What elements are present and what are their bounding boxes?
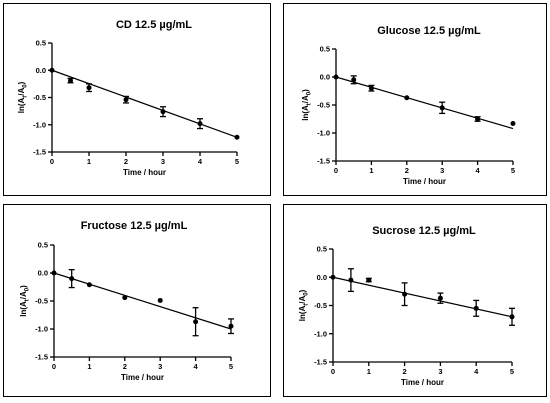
data-point [68,78,73,84]
y-tick-label: -1.5 [314,358,327,367]
y-tick-label: 0.0 [38,269,48,278]
data-point [69,276,75,282]
data-point [51,270,57,276]
x-tick-label: 2 [403,367,407,376]
data-point [348,277,354,283]
data-point [193,319,199,325]
data-point [366,277,372,283]
chart-title: Glucose 12.5 µg/mL [377,25,481,37]
data-point [475,116,481,122]
chart-panel-glucose: Glucose 12.5 µg/mL 0.5 0.0 -0.5 -1.0 -1.5 0 1 2… [283,3,547,196]
fit-line [335,76,514,130]
data-point [160,109,166,115]
x-tick-label: 3 [161,157,165,166]
y-tick-label: -1.0 [314,329,327,338]
x-tick-label: 3 [438,367,442,376]
x-tick-label: 5 [510,367,514,376]
chart-panel-fructose: Fructose 12.5 µg/mL 0.5 0.0 -0.5 -1.0 -1.5 0 1… [3,204,271,397]
data-point [510,120,516,126]
chart-title: Fructose 12.5 µg/mL [81,220,188,232]
x-tick-label: 3 [158,362,162,371]
data-point [157,297,163,303]
chart-title: CD 12.5 µg/mL [116,19,192,31]
chart-svg-sucrose: Sucrose 12.5 µg/mL 0.5 0.0 -0.5 -1.0 -1.5 0 1 2… [298,225,515,387]
y-tick-label: -1.5 [317,157,330,166]
data-point [473,305,479,311]
x-tick-label: 0 [50,157,54,166]
chart-svg-glucose: Glucose 12.5 µg/mL 0.5 0.0 -0.5 -1.0 -1.5 0 1 2… [301,25,516,186]
x-tick-label: 1 [87,362,91,371]
y-tick-label: 0.0 [320,73,330,82]
x-tick-label: 4 [474,367,479,376]
x-tick-label: 5 [235,157,239,166]
data-point [86,85,92,91]
fit-line [332,276,513,318]
y-axis-label: ln(At/A0) [19,285,31,317]
x-axis-label: Time / hour [401,378,444,387]
y-tick-label: 0.5 [36,39,46,48]
x-tick-label: 2 [405,166,409,175]
chart-panel-sucrose: Sucrose 12.5 µg/mL 0.5 0.0 -0.5 -1.0 -1.5 0 1 2… [283,204,547,397]
x-tick-label: 4 [198,157,203,166]
y-axis-label: ln(At/A0) [17,81,29,113]
x-tick-label: 0 [52,362,56,371]
x-axis-label: Time / hour [123,168,166,177]
y-tick-label: 0.5 [38,241,48,250]
x-tick-label: 3 [440,166,444,175]
y-tick-label: 0.5 [317,245,327,254]
x-axis-label: Time / hour [403,177,446,186]
y-tick-label: -0.5 [33,93,46,102]
y-axis-label: ln(At/A0) [301,89,313,121]
x-tick-label: 1 [369,166,373,175]
data-point [228,323,234,329]
y-tick-label: 0.0 [36,66,46,75]
chart-svg-fructose: Fructose 12.5 µg/mL 0.5 0.0 -0.5 -1.0 -1.5 0 1… [19,220,234,382]
y-tick-label: -0.5 [314,301,327,310]
chart-svg-cd: CD 12.5 µg/mL 0.5 0.0 -0.5 -1.0 -1.5 0 1 2 3 4 5 Ti… [17,19,240,177]
data-point [86,282,92,288]
data-point [509,314,515,320]
y-tick-label: -1.0 [33,120,46,129]
x-tick-label: 4 [194,362,199,371]
x-tick-label: 2 [123,362,127,371]
y-tick-label: -0.5 [317,101,330,110]
data-point [123,97,129,103]
data-point [368,85,374,91]
y-tick-label: 0.0 [317,273,327,282]
x-tick-label: 1 [87,157,91,166]
x-axis-label: Time / hour [121,373,164,382]
y-tick-label: -1.0 [35,325,48,334]
data-point [122,295,128,301]
x-tick-label: 1 [367,367,371,376]
chart-title: Sucrose 12.5 µg/mL [372,225,476,237]
x-tick-label: 2 [124,157,128,166]
x-tick-label: 0 [334,166,338,175]
data-point [437,295,443,301]
data-point [402,291,408,297]
y-tick-label: -1.5 [35,353,48,362]
y-tick-label: -0.5 [35,297,48,306]
y-tick-label: -1.5 [33,148,46,157]
data-point [333,74,339,80]
data-point [330,274,336,280]
x-tick-label: 4 [476,166,481,175]
data-point [404,95,410,101]
data-point [439,105,445,111]
y-tick-label: 0.5 [320,45,330,54]
fit-line [53,272,232,330]
data-point [197,121,203,127]
y-axis-label: ln(At/A0) [298,289,310,321]
data-point [49,67,55,73]
chart-panel-cd: CD 12.5 µg/mL 0.5 0.0 -0.5 -1.0 -1.5 0 1 2 3 4 5 Ti… [3,3,271,196]
y-tick-label: -1.0 [317,129,330,138]
data-point [234,134,240,140]
x-tick-label: 0 [331,367,335,376]
fit-line [51,69,238,138]
x-tick-label: 5 [511,166,515,175]
data-point [351,77,357,83]
x-tick-label: 5 [229,362,233,371]
